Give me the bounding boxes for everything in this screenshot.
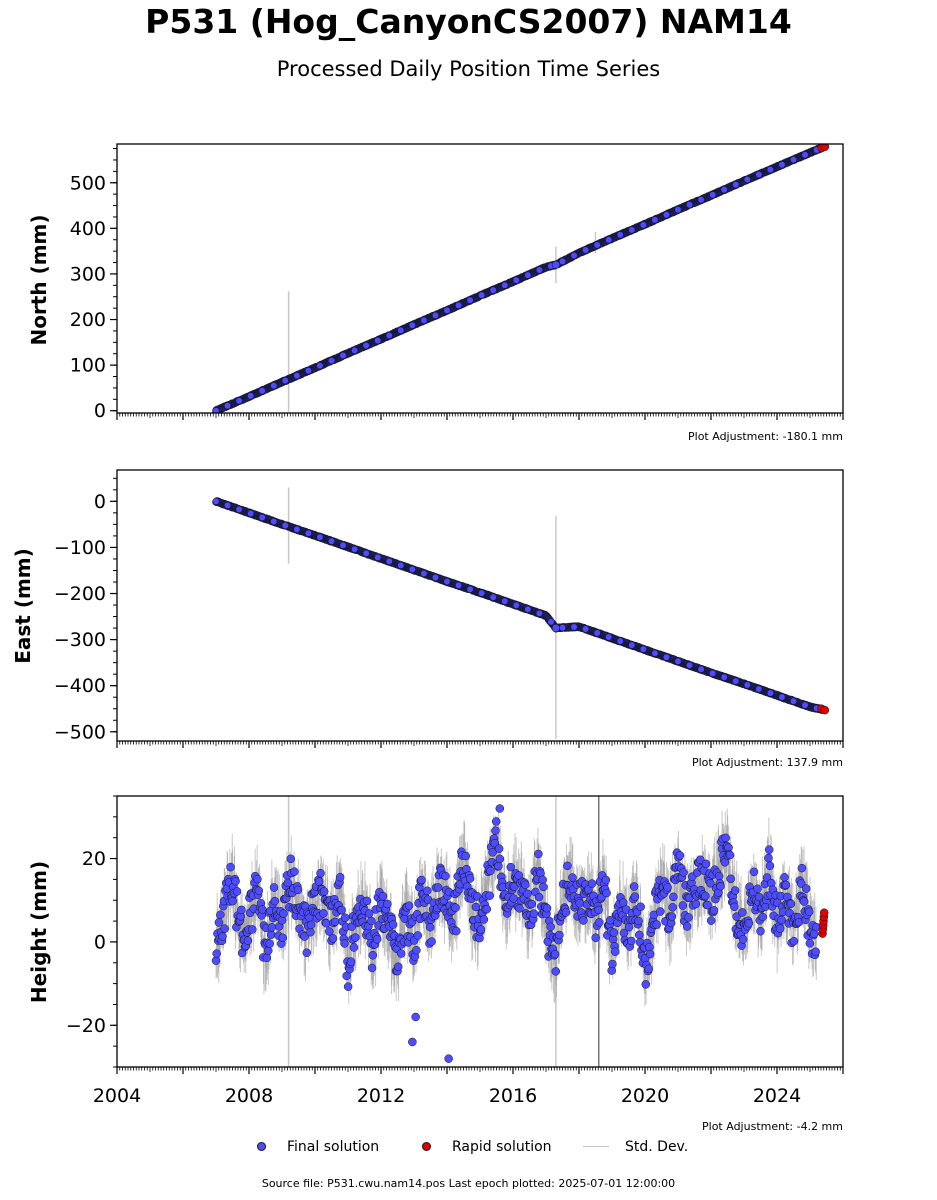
plot-area <box>212 487 830 739</box>
panel-0: 0 100 200 300 400 500 North (mm) Plot Adjustmen… <box>27 143 844 443</box>
final-solution-point <box>212 407 220 413</box>
final-solution-point <box>293 372 301 380</box>
final-solution-point <box>778 161 786 169</box>
final-solution-point <box>443 578 451 585</box>
final-solution-point <box>351 347 358 354</box>
final-solution-point <box>270 518 278 525</box>
final-solution-point <box>466 585 474 593</box>
final-solution-point <box>397 562 405 569</box>
final-solution-point <box>385 557 393 565</box>
final-solution-point <box>801 151 809 159</box>
page-subtitle: Processed Daily Position Time Series <box>276 57 661 81</box>
final-solution-point <box>316 362 324 370</box>
final-solution-point <box>385 332 393 339</box>
final-solution-point <box>270 382 278 390</box>
final-solution-point <box>443 307 451 314</box>
final-solution-point <box>304 367 312 375</box>
final-solution-point <box>755 171 763 178</box>
final-solution-point <box>258 514 266 521</box>
final-solution-point <box>709 191 717 199</box>
final-solution-point <box>351 545 358 553</box>
final-solution-point <box>559 258 566 265</box>
y-tick-label: 100 <box>70 355 106 377</box>
final-solution-point <box>235 397 243 405</box>
final-solution-point <box>316 533 324 541</box>
final-solution-point <box>732 181 740 188</box>
final-solution-point <box>374 337 382 344</box>
final-solution-point <box>536 266 543 274</box>
final-solution-point <box>512 276 520 284</box>
plot-area <box>212 144 830 413</box>
final-solution-point <box>686 201 693 209</box>
final-solution-point <box>551 260 560 269</box>
y-tick-label: 400 <box>70 218 106 240</box>
final-solution-point <box>397 326 405 334</box>
final-solution-point <box>651 216 659 224</box>
final-solution-point <box>466 296 474 304</box>
final-solution-point <box>247 510 255 517</box>
final-solution-point <box>674 206 682 214</box>
final-solution-point <box>663 211 670 219</box>
final-solution-point <box>420 316 428 324</box>
final-solution-point <box>501 281 509 289</box>
final-solution-point <box>616 231 624 239</box>
final-solution-point <box>339 352 347 359</box>
final-solution-point <box>408 566 416 573</box>
final-solution-point <box>224 501 231 509</box>
final-solution-point <box>374 553 382 561</box>
page-title: P531 (Hog_CanyonCS2007) NAM14 <box>145 2 792 41</box>
final-solution-point <box>455 301 462 309</box>
final-solution-point <box>235 506 243 513</box>
final-solution-point <box>489 286 497 294</box>
final-solution-point <box>281 377 289 384</box>
final-solution-point <box>455 582 462 589</box>
y-axis-label: North (mm) <box>27 214 51 345</box>
final-solution-point <box>743 176 751 183</box>
final-solution-point <box>524 271 532 279</box>
rapid-solution-point <box>820 144 830 151</box>
final-solution-point <box>593 241 601 249</box>
y-tick-label: 0 <box>94 400 106 422</box>
final-solution-point <box>281 522 289 529</box>
final-solution-point <box>258 387 266 395</box>
final-solution-point <box>212 497 220 505</box>
final-solution-point <box>304 529 312 537</box>
final-solution-point <box>362 549 370 557</box>
final-solution-point <box>582 246 589 254</box>
y-tick-label: 500 <box>70 172 106 194</box>
final-solution-point <box>432 574 439 581</box>
final-solution-point <box>639 221 647 229</box>
final-solution-point <box>432 311 439 319</box>
final-solution-point <box>767 166 774 174</box>
final-solution-point <box>293 525 301 533</box>
final-solution-point <box>224 402 231 410</box>
final-solution-point <box>328 357 335 364</box>
final-solution-point <box>697 196 705 204</box>
final-solution-point <box>408 321 416 329</box>
final-solution-point <box>420 570 428 577</box>
final-solution-point <box>247 392 255 400</box>
final-solution-point <box>790 156 797 164</box>
final-solution-point <box>339 541 347 549</box>
final-solution-point <box>570 252 578 259</box>
final-solution-point <box>478 291 486 299</box>
plot-adjustment-note: Plot Adjustment: -180.1 mm <box>688 430 843 443</box>
final-solution-point <box>478 589 486 597</box>
final-solution-point <box>720 186 728 194</box>
final-solution-point <box>605 236 613 244</box>
y-tick-label: 200 <box>70 309 106 331</box>
y-tick-label: 300 <box>70 263 106 285</box>
final-solution-point <box>328 537 335 545</box>
final-solution-point <box>628 226 636 234</box>
final-solution-point <box>362 342 370 349</box>
